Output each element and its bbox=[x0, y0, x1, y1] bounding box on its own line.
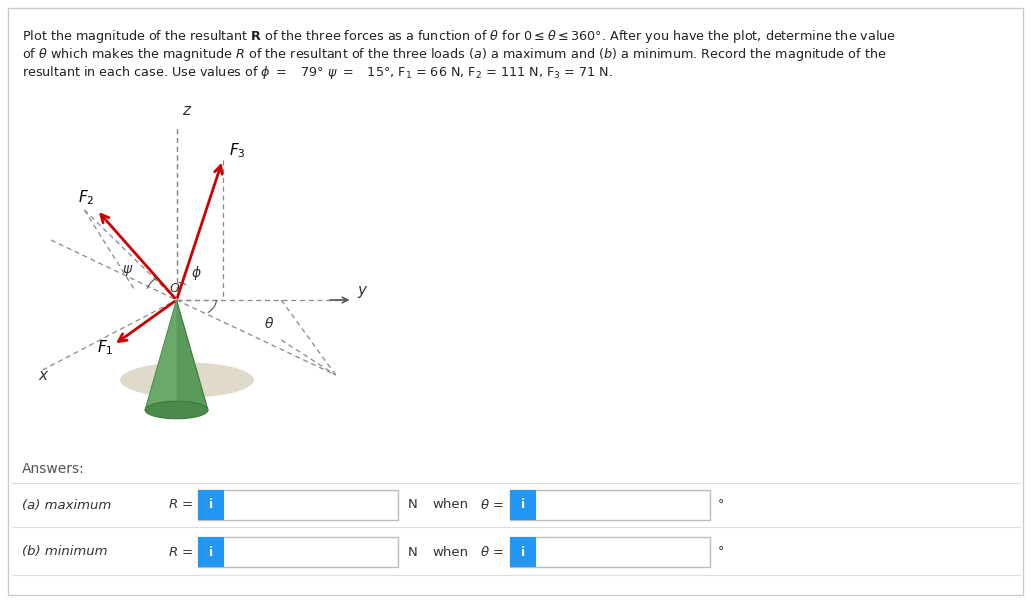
Text: N: N bbox=[408, 499, 418, 511]
Ellipse shape bbox=[145, 401, 208, 418]
Bar bbox=[510, 490, 536, 520]
Text: i: i bbox=[521, 499, 525, 511]
Bar bbox=[198, 490, 224, 520]
Text: Answers:: Answers: bbox=[22, 462, 85, 476]
Polygon shape bbox=[145, 300, 176, 410]
Text: N: N bbox=[408, 546, 418, 558]
Text: $F_2$: $F_2$ bbox=[78, 189, 95, 207]
Text: °: ° bbox=[718, 499, 725, 511]
Text: resultant in each case. Use values of $\phi$ $=$ $\;$ 79° $\psi$ $=$ $\;$ 15°, F: resultant in each case. Use values of $\… bbox=[22, 64, 613, 81]
Text: $\theta$ =: $\theta$ = bbox=[480, 545, 504, 559]
Text: i: i bbox=[209, 546, 213, 558]
Text: $x$: $x$ bbox=[38, 368, 49, 383]
Text: when: when bbox=[432, 499, 468, 511]
Text: $R$ =: $R$ = bbox=[168, 499, 193, 511]
Text: i: i bbox=[209, 499, 213, 511]
Text: $\phi$: $\phi$ bbox=[191, 265, 202, 282]
Text: $F_1$: $F_1$ bbox=[97, 338, 113, 357]
Text: $z$: $z$ bbox=[181, 103, 192, 118]
Text: $R$ =: $R$ = bbox=[168, 546, 193, 558]
Text: when: when bbox=[432, 546, 468, 558]
Text: i: i bbox=[521, 546, 525, 558]
Text: $\theta$: $\theta$ bbox=[265, 315, 274, 330]
Bar bbox=[510, 537, 710, 567]
Text: $\theta$ =: $\theta$ = bbox=[480, 498, 504, 512]
Text: of $\theta$ which makes the magnitude $R$ of the resultant of the three loads $(: of $\theta$ which makes the magnitude $R… bbox=[22, 46, 887, 63]
Text: $F_3$: $F_3$ bbox=[229, 141, 245, 160]
Polygon shape bbox=[145, 300, 208, 410]
Text: °: ° bbox=[718, 546, 725, 558]
Bar bbox=[510, 490, 710, 520]
Text: (a) maximum: (a) maximum bbox=[22, 499, 111, 511]
Bar bbox=[198, 537, 224, 567]
Bar bbox=[198, 490, 398, 520]
Text: Plot the magnitude of the resultant $\mathbf{R}$ of the three forces as a functi: Plot the magnitude of the resultant $\ma… bbox=[22, 28, 896, 45]
Text: $\psi$: $\psi$ bbox=[122, 262, 133, 277]
Text: $y$: $y$ bbox=[357, 284, 368, 300]
Bar bbox=[198, 537, 398, 567]
Ellipse shape bbox=[120, 362, 254, 397]
Text: (b) minimum: (b) minimum bbox=[22, 546, 107, 558]
Text: $O$: $O$ bbox=[169, 282, 180, 295]
Bar bbox=[510, 537, 536, 567]
